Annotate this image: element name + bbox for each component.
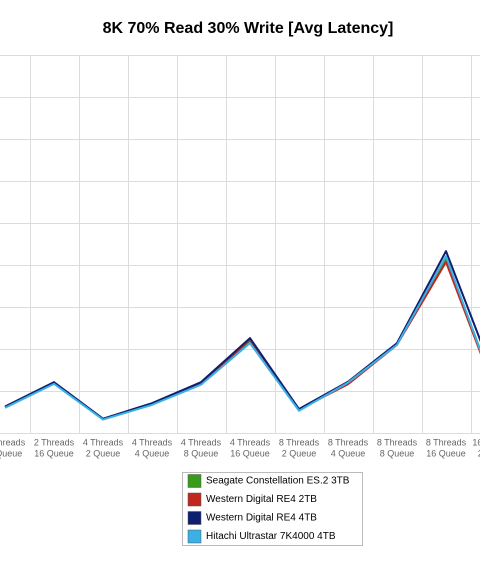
x-tick-label: 8 Threads <box>377 437 418 447</box>
x-tick-label: 2 Queue <box>282 448 317 458</box>
x-tick-label: 2 Queue <box>86 448 121 458</box>
legend-label: Western Digital RE4 4TB <box>206 513 317 524</box>
legend-label: Hitachi Ultrastar 7K4000 4TB <box>206 531 336 542</box>
legend-label: Western Digital RE4 2TB <box>206 494 317 505</box>
x-tick-label: 4 Threads <box>83 437 124 447</box>
x-tick-label: 2 Threads <box>0 437 26 447</box>
x-tick-label: 4 Queue <box>331 448 366 458</box>
x-tick-label: 4 Threads <box>132 437 173 447</box>
series-line <box>4 255 480 421</box>
x-tick-label: 8 Threads <box>426 437 467 447</box>
x-tick-label: 16 Threads <box>472 437 480 447</box>
x-tick-label: 2 Threads <box>34 437 75 447</box>
x-tick-label: 4 Queue <box>135 448 170 458</box>
x-tick-label: 2 Queue <box>478 448 480 458</box>
x-tick-label: 16 Queue <box>426 448 466 458</box>
legend-swatch <box>187 492 202 507</box>
legend-swatch <box>187 474 202 488</box>
x-tick-label: 16 Queue <box>230 448 270 458</box>
x-tick-label: 4 Threads <box>230 437 271 447</box>
legend-swatch <box>187 511 202 525</box>
x-tick-label: 8 Threads <box>279 437 320 447</box>
x-tick-label: 8 Queue <box>380 448 415 458</box>
legend <box>182 472 363 546</box>
x-tick-label: 16 Queue <box>34 448 74 458</box>
x-tick-label: 4 Threads <box>181 437 222 447</box>
x-tick-label: 8 Queue <box>0 448 22 458</box>
legend-swatch <box>187 529 202 544</box>
x-tick-label: 8 Queue <box>184 448 219 458</box>
x-tick-label: 8 Threads <box>328 437 369 447</box>
legend-label: Seagate Constellation ES.2 3TB <box>206 476 350 487</box>
chart-title: 8K 70% Read 30% Write [Avg Latency] <box>103 20 394 37</box>
